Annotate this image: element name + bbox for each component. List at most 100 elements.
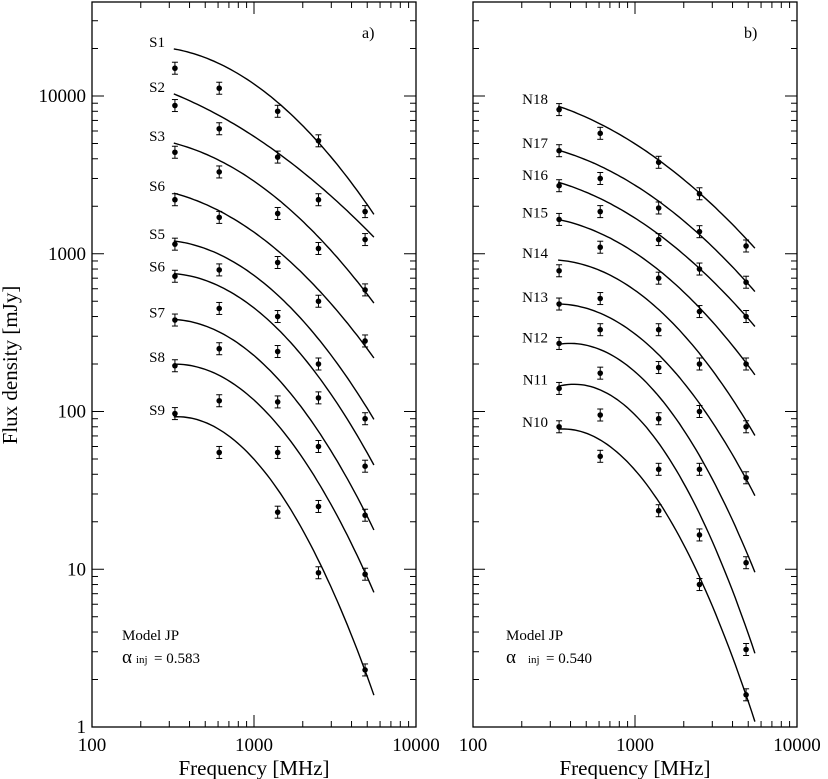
series-group: S6 bbox=[149, 260, 375, 473]
data-point bbox=[172, 102, 178, 109]
series-group: S2 bbox=[149, 80, 375, 247]
data-point bbox=[315, 196, 322, 203]
model-curve bbox=[173, 48, 375, 215]
y-tick-label: 1000 bbox=[48, 244, 86, 265]
series-group: S5 bbox=[149, 227, 375, 426]
data-point bbox=[696, 581, 703, 588]
data-point bbox=[655, 236, 662, 243]
series-label: N10 bbox=[522, 415, 548, 431]
series-label: N14 bbox=[522, 246, 548, 262]
data-point bbox=[655, 205, 662, 211]
model-curve bbox=[173, 93, 375, 238]
data-point bbox=[362, 208, 368, 215]
alpha-symbol: α bbox=[506, 647, 516, 668]
alpha-value: = 0.583 bbox=[154, 651, 200, 667]
data-point bbox=[696, 228, 703, 235]
model-curve bbox=[557, 181, 756, 327]
data-point bbox=[743, 692, 749, 698]
data-point bbox=[362, 287, 368, 293]
data-point bbox=[597, 130, 604, 137]
data-point bbox=[172, 273, 178, 280]
data-point bbox=[556, 267, 562, 274]
data-point bbox=[172, 241, 178, 247]
data-point bbox=[655, 466, 662, 473]
model-curve bbox=[557, 149, 756, 293]
series-group: S6 bbox=[149, 179, 375, 359]
data-point bbox=[315, 395, 322, 401]
data-point bbox=[315, 443, 322, 450]
series-label: S1 bbox=[149, 35, 165, 51]
data-point bbox=[315, 298, 322, 305]
data-point bbox=[274, 348, 281, 355]
data-point bbox=[556, 340, 562, 347]
series-label: S5 bbox=[149, 227, 165, 243]
model-label: Model JP bbox=[122, 628, 179, 644]
data-point bbox=[362, 415, 368, 422]
data-point bbox=[362, 571, 368, 578]
data-point bbox=[216, 169, 223, 175]
series-label: S2 bbox=[149, 80, 165, 96]
data-point bbox=[274, 108, 281, 115]
data-point bbox=[315, 138, 322, 144]
data-point bbox=[696, 266, 703, 272]
y-tick-label: 10 bbox=[67, 559, 86, 580]
series-group: N10 bbox=[522, 415, 756, 722]
data-point bbox=[696, 466, 703, 473]
series-label: N15 bbox=[522, 205, 548, 221]
data-point bbox=[362, 512, 368, 519]
data-point bbox=[597, 453, 604, 460]
data-point bbox=[172, 149, 178, 156]
model-curve bbox=[173, 415, 375, 696]
alpha-value: = 0.540 bbox=[546, 651, 592, 667]
data-point bbox=[696, 308, 703, 315]
series-label: S8 bbox=[149, 350, 165, 366]
model-label: Model JP bbox=[506, 628, 563, 644]
data-point bbox=[743, 646, 749, 653]
data-point bbox=[216, 125, 223, 132]
data-point bbox=[216, 345, 223, 352]
data-point bbox=[216, 449, 223, 456]
model-curve bbox=[558, 428, 756, 722]
x-tick-label: 10000 bbox=[773, 735, 821, 756]
data-point bbox=[696, 532, 703, 538]
data-point bbox=[362, 463, 368, 470]
data-point bbox=[597, 208, 604, 215]
series-label: S3 bbox=[149, 129, 165, 145]
data-point bbox=[274, 399, 281, 405]
data-point bbox=[597, 244, 604, 251]
data-point bbox=[655, 507, 662, 514]
series-label: N12 bbox=[522, 330, 548, 346]
y-tick-label: 1 bbox=[77, 717, 87, 738]
panel-b: 100 1000 10000 Frequency [MHz] b) N18 N17 N16 N1… bbox=[459, 1, 821, 779]
series-group: N12 bbox=[522, 330, 756, 573]
alpha-subscript: inj bbox=[136, 654, 148, 666]
series-group: N15 bbox=[522, 205, 756, 376]
x-tick-label: 100 bbox=[78, 735, 107, 756]
data-point bbox=[597, 326, 604, 333]
data-point bbox=[315, 361, 322, 367]
data-point bbox=[172, 410, 178, 417]
series-label: N16 bbox=[522, 168, 548, 184]
data-point bbox=[655, 364, 662, 371]
data-point bbox=[597, 412, 604, 418]
series-group: N17 bbox=[522, 136, 756, 293]
data-point bbox=[362, 236, 368, 243]
model-curve bbox=[557, 218, 756, 376]
data-point bbox=[655, 415, 662, 422]
series-group: N18 bbox=[522, 92, 756, 253]
model-curve bbox=[173, 192, 375, 359]
data-point bbox=[274, 509, 281, 515]
data-point bbox=[743, 361, 749, 367]
series-label: N17 bbox=[522, 136, 548, 152]
x-tick-label: 1000 bbox=[616, 735, 654, 756]
data-point bbox=[315, 569, 322, 576]
series-group: N11 bbox=[523, 372, 756, 656]
data-point bbox=[743, 474, 749, 481]
data-point bbox=[556, 216, 562, 223]
x-axis-title: Frequency [MHz] bbox=[178, 756, 329, 779]
x-tick-label: 1000 bbox=[235, 735, 273, 756]
data-point bbox=[556, 301, 562, 307]
series-group: N14 bbox=[522, 246, 756, 436]
data-point bbox=[172, 65, 178, 72]
